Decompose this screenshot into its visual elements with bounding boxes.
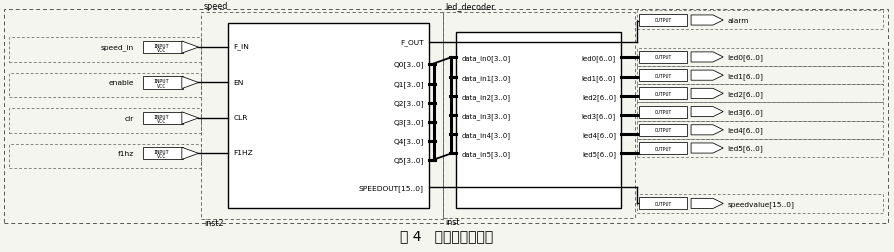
Bar bbox=[143, 77, 183, 89]
Polygon shape bbox=[691, 125, 723, 135]
Text: data_in3[3..0]: data_in3[3..0] bbox=[461, 113, 510, 119]
Bar bbox=[4, 10, 888, 223]
Bar bbox=[639, 70, 687, 82]
Bar bbox=[637, 103, 883, 121]
Text: led0[6..0]: led0[6..0] bbox=[728, 54, 763, 61]
Bar bbox=[143, 148, 183, 160]
Bar bbox=[639, 88, 687, 100]
Bar bbox=[9, 109, 201, 133]
Bar bbox=[639, 15, 687, 27]
Text: Q5[3..0]: Q5[3..0] bbox=[393, 157, 424, 163]
Text: alarm: alarm bbox=[728, 18, 749, 24]
Bar bbox=[637, 121, 883, 139]
Text: OUTPUT: OUTPUT bbox=[654, 201, 672, 206]
Text: OUTPUT: OUTPUT bbox=[654, 146, 672, 151]
Bar bbox=[637, 194, 883, 213]
Bar bbox=[639, 198, 687, 210]
Bar bbox=[9, 74, 201, 98]
Polygon shape bbox=[181, 112, 198, 124]
Text: speed: speed bbox=[204, 2, 228, 11]
Text: VCC: VCC bbox=[156, 48, 166, 53]
Text: led2[6..0]: led2[6..0] bbox=[728, 91, 763, 97]
Polygon shape bbox=[181, 77, 198, 89]
Polygon shape bbox=[691, 53, 723, 63]
Text: VCC: VCC bbox=[156, 118, 166, 123]
Polygon shape bbox=[181, 42, 198, 54]
Bar bbox=[443, 13, 635, 218]
Bar bbox=[637, 11, 883, 30]
Text: 图 4   速度检测原理图: 图 4 速度检测原理图 bbox=[401, 228, 493, 242]
Text: speedvalue[15..0]: speedvalue[15..0] bbox=[728, 200, 795, 207]
Text: VCC: VCC bbox=[156, 83, 166, 88]
Text: SPEEDOUT[15..0]: SPEEDOUT[15..0] bbox=[358, 184, 424, 191]
Text: VCC: VCC bbox=[156, 154, 166, 159]
Text: led3[6..0]: led3[6..0] bbox=[728, 109, 763, 115]
Text: INPUT: INPUT bbox=[154, 44, 169, 49]
Text: OUTPUT: OUTPUT bbox=[654, 91, 672, 97]
Bar bbox=[637, 49, 883, 67]
Bar bbox=[9, 144, 201, 168]
Text: Q0[3..0]: Q0[3..0] bbox=[393, 61, 424, 68]
Text: INPUT: INPUT bbox=[154, 114, 169, 119]
Text: Q4[3..0]: Q4[3..0] bbox=[393, 138, 424, 144]
Text: data_in0[3..0]: data_in0[3..0] bbox=[461, 55, 510, 61]
Text: inst: inst bbox=[445, 217, 460, 226]
Polygon shape bbox=[181, 148, 198, 160]
Bar bbox=[143, 42, 183, 54]
Text: clr: clr bbox=[125, 115, 134, 121]
Text: INPUT: INPUT bbox=[154, 79, 169, 84]
Text: F_OUT: F_OUT bbox=[401, 40, 424, 46]
Text: OUTPUT: OUTPUT bbox=[654, 18, 672, 23]
Text: speed_in: speed_in bbox=[101, 45, 134, 51]
Polygon shape bbox=[691, 143, 723, 153]
Polygon shape bbox=[691, 16, 723, 26]
Bar bbox=[639, 52, 687, 64]
Polygon shape bbox=[691, 107, 723, 117]
Bar bbox=[228, 24, 429, 208]
Text: CLR: CLR bbox=[233, 114, 248, 120]
Text: INPUT: INPUT bbox=[154, 149, 169, 154]
Text: data_in2[3..0]: data_in2[3..0] bbox=[461, 94, 510, 100]
Text: led2[6..0]: led2[6..0] bbox=[582, 94, 616, 100]
Bar bbox=[639, 124, 687, 136]
Text: OUTPUT: OUTPUT bbox=[654, 55, 672, 60]
Text: led1[6..0]: led1[6..0] bbox=[582, 75, 616, 81]
Text: led4[6..0]: led4[6..0] bbox=[582, 132, 616, 138]
Text: f1hz: f1hz bbox=[118, 151, 134, 157]
Text: OUTPUT: OUTPUT bbox=[654, 128, 672, 133]
Bar bbox=[639, 143, 687, 154]
Text: inst2: inst2 bbox=[204, 218, 224, 227]
Polygon shape bbox=[691, 199, 723, 209]
Text: EN: EN bbox=[233, 80, 244, 86]
Bar bbox=[637, 139, 883, 158]
Bar bbox=[456, 33, 621, 208]
Text: F1HZ: F1HZ bbox=[233, 149, 253, 155]
Text: Q2[3..0]: Q2[3..0] bbox=[393, 100, 424, 107]
Text: data_in5[3..0]: data_in5[3..0] bbox=[461, 150, 510, 157]
Bar bbox=[639, 106, 687, 118]
Polygon shape bbox=[691, 89, 723, 99]
Text: Q3[3..0]: Q3[3..0] bbox=[393, 119, 424, 125]
Text: OUTPUT: OUTPUT bbox=[654, 110, 672, 115]
Text: led1[6..0]: led1[6..0] bbox=[728, 73, 763, 79]
Text: data_in1[3..0]: data_in1[3..0] bbox=[461, 75, 510, 81]
Text: led_decoder: led_decoder bbox=[445, 2, 494, 11]
Text: data_in4[3..0]: data_in4[3..0] bbox=[461, 132, 510, 138]
Text: led5[6..0]: led5[6..0] bbox=[728, 145, 763, 152]
Text: led3[6..0]: led3[6..0] bbox=[582, 113, 616, 119]
Text: F_IN: F_IN bbox=[233, 43, 249, 50]
Bar bbox=[637, 85, 883, 103]
Text: OUTPUT: OUTPUT bbox=[654, 73, 672, 78]
Text: enable: enable bbox=[108, 80, 134, 86]
Bar bbox=[9, 38, 201, 62]
Text: led5[6..0]: led5[6..0] bbox=[582, 150, 616, 157]
Text: led0[6..0]: led0[6..0] bbox=[582, 55, 616, 61]
Text: Q1[3..0]: Q1[3..0] bbox=[393, 81, 424, 88]
Bar bbox=[143, 112, 183, 124]
Bar bbox=[201, 13, 443, 219]
Text: led4[6..0]: led4[6..0] bbox=[728, 127, 763, 134]
Polygon shape bbox=[691, 71, 723, 81]
Bar bbox=[637, 67, 883, 85]
